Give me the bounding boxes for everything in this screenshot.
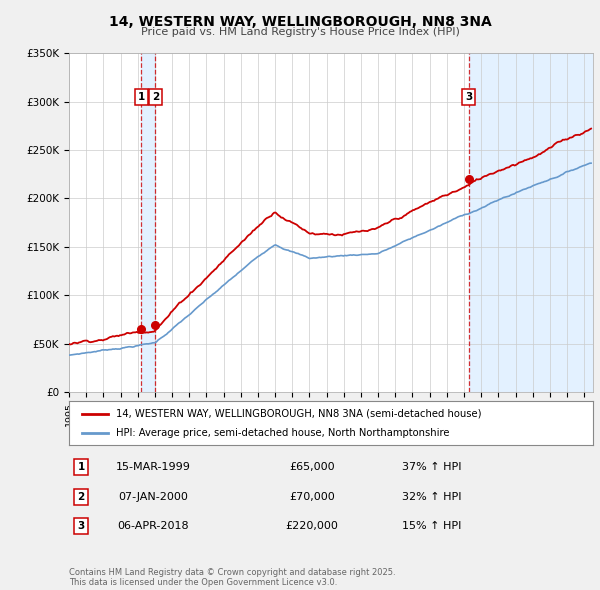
Text: Contains HM Land Registry data © Crown copyright and database right 2025.
This d: Contains HM Land Registry data © Crown c…: [69, 568, 395, 587]
Text: 1: 1: [77, 463, 85, 472]
Text: 2: 2: [77, 492, 85, 502]
Bar: [469, 53, 593, 392]
Text: 3: 3: [77, 522, 85, 531]
Text: £220,000: £220,000: [286, 522, 338, 531]
Text: 3: 3: [465, 91, 472, 101]
Text: £65,000: £65,000: [289, 463, 335, 472]
Bar: [142, 53, 155, 392]
Text: 32% ↑ HPI: 32% ↑ HPI: [402, 492, 462, 502]
Text: 37% ↑ HPI: 37% ↑ HPI: [402, 463, 462, 472]
Text: 1: 1: [137, 91, 145, 101]
Text: 07-JAN-2000: 07-JAN-2000: [118, 492, 188, 502]
Text: HPI: Average price, semi-detached house, North Northamptonshire: HPI: Average price, semi-detached house,…: [116, 428, 449, 438]
Text: 06-APR-2018: 06-APR-2018: [117, 522, 189, 531]
Text: 15% ↑ HPI: 15% ↑ HPI: [403, 522, 461, 531]
Text: 14, WESTERN WAY, WELLINGBOROUGH, NN8 3NA: 14, WESTERN WAY, WELLINGBOROUGH, NN8 3NA: [109, 15, 491, 29]
Text: 14, WESTERN WAY, WELLINGBOROUGH, NN8 3NA (semi-detached house): 14, WESTERN WAY, WELLINGBOROUGH, NN8 3NA…: [116, 409, 482, 418]
Text: 2: 2: [152, 91, 159, 101]
Text: 15-MAR-1999: 15-MAR-1999: [116, 463, 190, 472]
Text: £70,000: £70,000: [289, 492, 335, 502]
Text: Price paid vs. HM Land Registry's House Price Index (HPI): Price paid vs. HM Land Registry's House …: [140, 27, 460, 37]
